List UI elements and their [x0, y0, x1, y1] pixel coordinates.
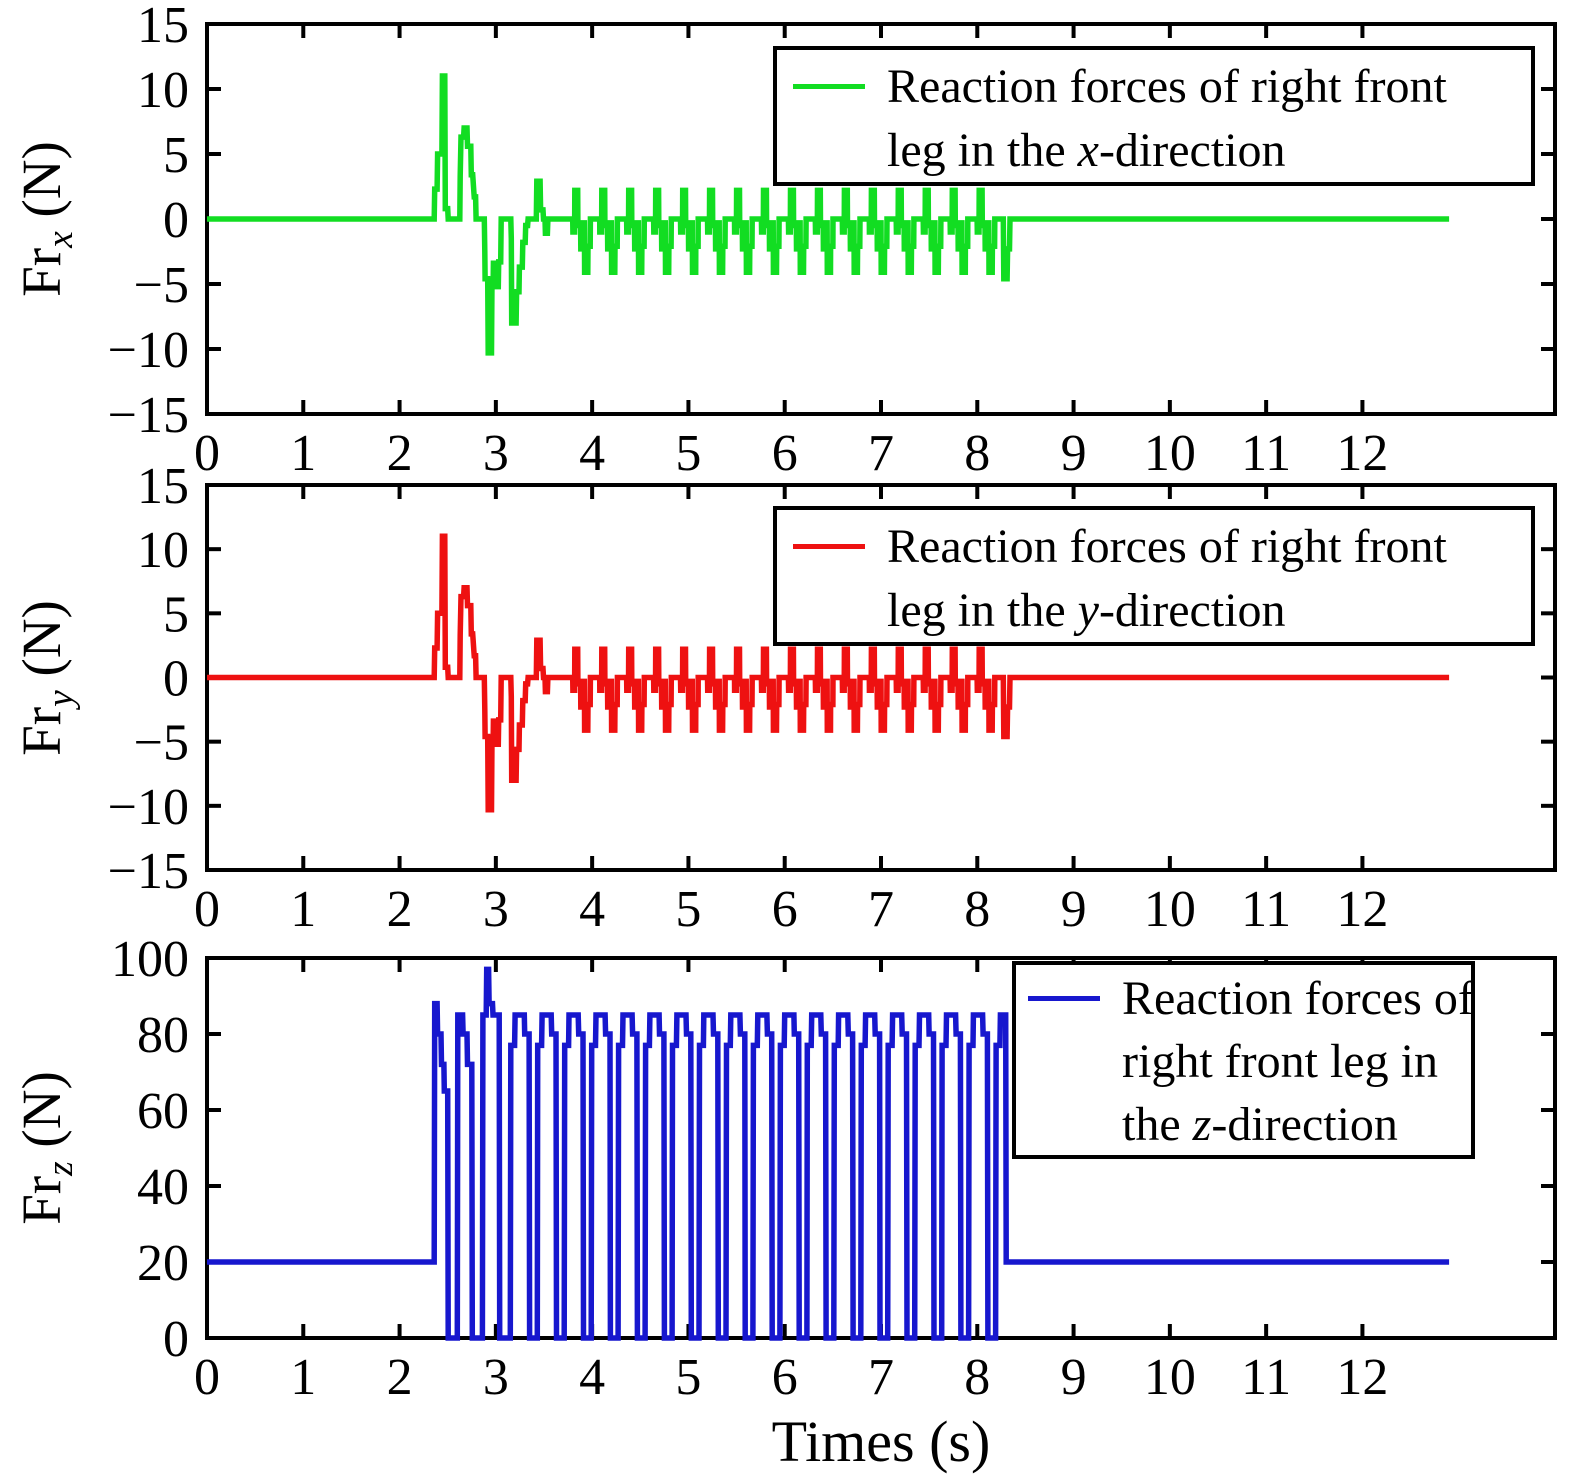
- frz-y-tick-label: 60: [137, 1083, 189, 1140]
- fry-legend-line-sample: [793, 544, 865, 549]
- frx-x-tick-label: 9: [1061, 425, 1087, 482]
- frx-x-tick-label: 11: [1241, 425, 1291, 482]
- frz-y-axis-label: Frz (N): [11, 1071, 81, 1225]
- frz-y-tick-label: 80: [137, 1007, 189, 1064]
- frz-legend: Reaction forces of right front leg in th…: [1012, 961, 1475, 1159]
- frz-x-tick-label: 7: [868, 1349, 894, 1406]
- fry-x-tick-label: 5: [675, 881, 701, 938]
- fry-x-tick-label: 4: [579, 881, 605, 938]
- frz-x-tick-label: 4: [579, 1349, 605, 1406]
- frx-x-tick-label: 0: [194, 425, 220, 482]
- frz-y-tick-label: 0: [163, 1311, 189, 1368]
- fry-y-tick-label: −15: [108, 843, 189, 900]
- fry-y-tick-label: 10: [137, 522, 189, 579]
- frz-x-tick-label: 12: [1336, 1349, 1388, 1406]
- fry-legend: Reaction forces of right front leg in th…: [773, 506, 1535, 646]
- frx-y-tick-label: −15: [108, 387, 189, 444]
- frx-y-tick-label: 10: [137, 62, 189, 119]
- frz-x-tick-label: 9: [1061, 1349, 1087, 1406]
- fry-y-tick-label: 15: [137, 458, 189, 515]
- frz-x-tick-label: 11: [1241, 1349, 1291, 1406]
- fry-x-tick-label: 11: [1241, 881, 1291, 938]
- fry-y-axis-label: Fry (N): [11, 600, 81, 756]
- frx-y-tick-label: 0: [163, 192, 189, 249]
- frx-legend-line1: Reaction forces of right front: [887, 60, 1447, 113]
- frx-x-tick-label: 2: [387, 425, 413, 482]
- fry-x-tick-label: 10: [1144, 881, 1196, 938]
- frx-x-tick-label: 8: [964, 425, 990, 482]
- fry-legend-line1: Reaction forces of right front: [887, 520, 1447, 573]
- frz-x-tick-label: 2: [387, 1349, 413, 1406]
- fry-x-tick-label: 2: [387, 881, 413, 938]
- fry-x-tick-label: 9: [1061, 881, 1087, 938]
- fry-y-tick-label: 5: [163, 586, 189, 643]
- frx-legend-line2: leg in the x-direction: [887, 124, 1286, 177]
- frx-legend-text: Reaction forces of right front leg in th…: [887, 55, 1447, 183]
- fry-x-tick-label: 8: [964, 881, 990, 938]
- fry-y-tick-label: 0: [163, 651, 189, 708]
- frz-x-tick-label: 1: [290, 1349, 316, 1406]
- frx-y-axis-label: Frx (N): [11, 141, 81, 297]
- frx-legend-line-sample: [793, 84, 865, 89]
- frx-x-tick-label: 4: [579, 425, 605, 482]
- frz-legend-text: Reaction forces of right front leg in th…: [1122, 967, 1474, 1156]
- frz-y-tick-label: 100: [111, 931, 189, 988]
- frx-x-tick-label: 5: [675, 425, 701, 482]
- frx-y-tick-label: −10: [108, 322, 189, 379]
- fry-x-tick-label: 1: [290, 881, 316, 938]
- fry-legend-line2: leg in the y-direction: [887, 584, 1286, 637]
- frx-x-tick-label: 10: [1144, 425, 1196, 482]
- fry-series-line: [207, 533, 1450, 813]
- frz-x-tick-label: 0: [194, 1349, 220, 1406]
- frz-x-tick-label: 5: [675, 1349, 701, 1406]
- fry-legend-text: Reaction forces of right front leg in th…: [887, 515, 1447, 643]
- fry-x-tick-label: 3: [483, 881, 509, 938]
- frz-x-tick-label: 3: [483, 1349, 509, 1406]
- frx-y-tick-label: −5: [134, 257, 189, 314]
- frz-legend-line2: right front leg in: [1122, 1035, 1438, 1088]
- fry-y-tick-label: −10: [108, 779, 189, 836]
- frx-x-tick-label: 1: [290, 425, 316, 482]
- x-axis-label: Times (s): [771, 1409, 991, 1474]
- frx-x-tick-label: 6: [772, 425, 798, 482]
- fry-x-tick-label: 0: [194, 881, 220, 938]
- frz-y-tick-label: 40: [137, 1159, 189, 1216]
- fry-y-tick-label: −5: [134, 715, 189, 772]
- fry-x-tick-label: 6: [772, 881, 798, 938]
- frx-series-line: [207, 73, 1450, 356]
- frz-legend-line3: the z-direction: [1122, 1098, 1398, 1151]
- frz-x-tick-label: 10: [1144, 1349, 1196, 1406]
- fry-x-tick-label: 7: [868, 881, 894, 938]
- frx-x-tick-label: 12: [1336, 425, 1388, 482]
- fry-x-tick-label: 12: [1336, 881, 1388, 938]
- frx-legend: Reaction forces of right front leg in th…: [773, 46, 1535, 186]
- frz-y-tick-label: 20: [137, 1235, 189, 1292]
- frz-series-line: [207, 966, 1450, 1341]
- frz-x-tick-label: 8: [964, 1349, 990, 1406]
- frx-x-tick-label: 7: [868, 425, 894, 482]
- frx-y-tick-label: 15: [137, 0, 189, 54]
- frz-x-tick-label: 6: [772, 1349, 798, 1406]
- frz-legend-line-sample: [1028, 996, 1100, 1001]
- frx-y-tick-label: 5: [163, 127, 189, 184]
- frx-x-tick-label: 3: [483, 425, 509, 482]
- frz-legend-line1: Reaction forces of: [1122, 972, 1474, 1025]
